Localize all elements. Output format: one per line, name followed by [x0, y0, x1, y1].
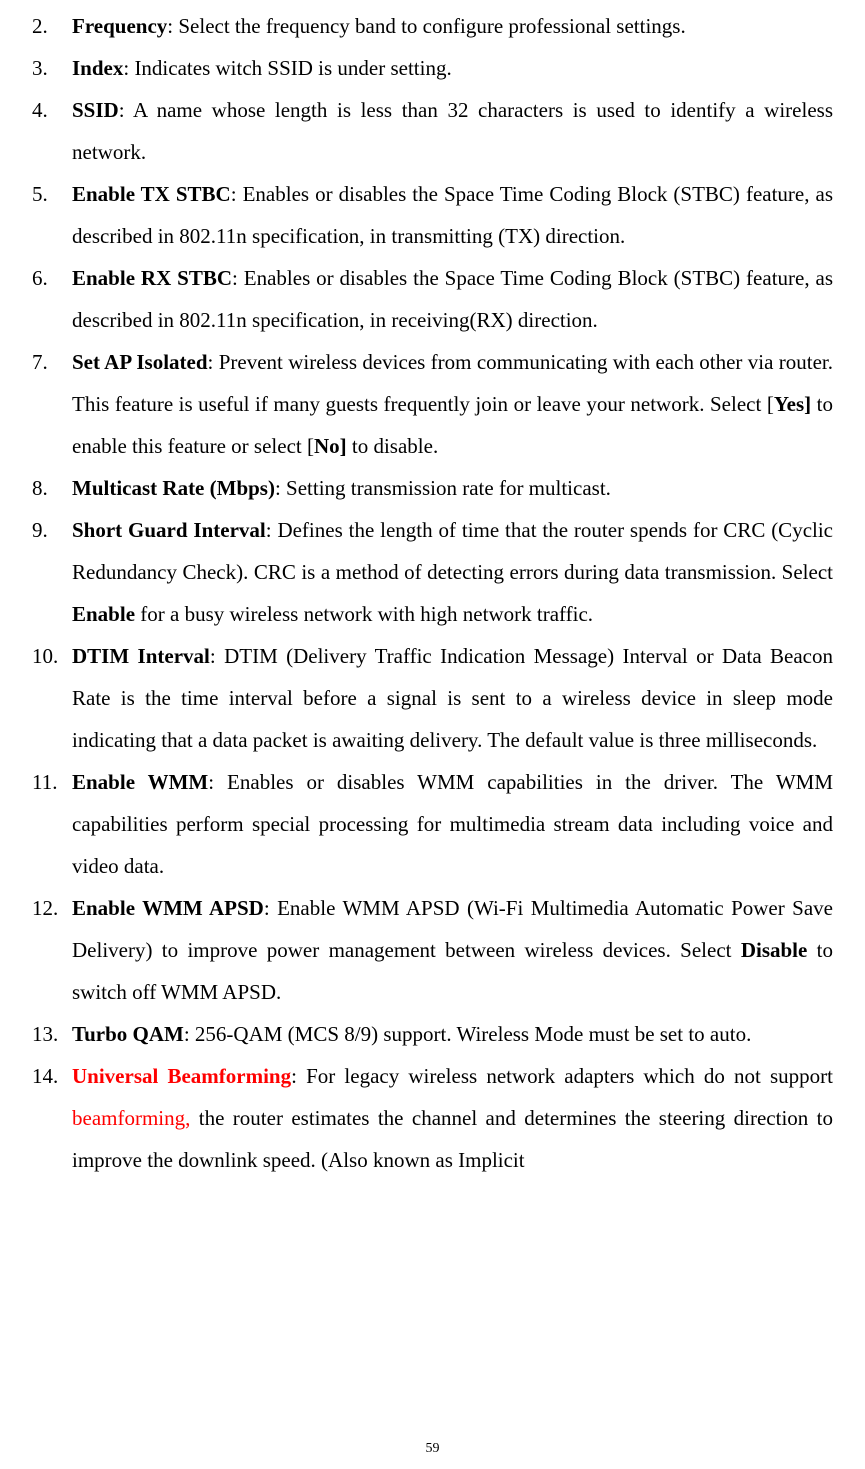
list-item: 13. Turbo QAM: 256-QAM (MCS 8/9) support…	[32, 1013, 833, 1055]
item-number: 10.	[32, 635, 72, 677]
item-body: Turbo QAM: 256-QAM (MCS 8/9) support. Wi…	[72, 1013, 833, 1055]
item-body: Multicast Rate (Mbps): Setting transmiss…	[72, 467, 833, 509]
item-body: SSID: A name whose length is less than 3…	[72, 89, 833, 173]
item-desc: : Select the frequency band to configure…	[167, 14, 685, 38]
item-number: 4.	[32, 89, 72, 131]
item-number: 3.	[32, 47, 72, 89]
item-body: Enable WMM: Enables or disables WMM capa…	[72, 761, 833, 887]
list-item: 6. Enable RX STBC: Enables or disables t…	[32, 257, 833, 341]
list-item: 8. Multicast Rate (Mbps): Setting transm…	[32, 467, 833, 509]
list-item: 14. Universal Beamforming: For legacy wi…	[32, 1055, 833, 1181]
item-number: 14.	[32, 1055, 72, 1097]
item-body: Universal Beamforming: For legacy wirele…	[72, 1055, 833, 1181]
item-pre: : For legacy wireless network adapters w…	[291, 1064, 833, 1088]
page-number: 59	[0, 1441, 865, 1457]
item-term: DTIM Interval	[72, 644, 210, 668]
item-body: Enable WMM APSD: Enable WMM APSD (Wi-Fi …	[72, 887, 833, 1013]
item-term: Index	[72, 56, 123, 80]
item-term: Turbo QAM	[72, 1022, 184, 1046]
item-body: Index: Indicates witch SSID is under set…	[72, 47, 833, 89]
item-number: 8.	[32, 467, 72, 509]
item-number: 2.	[32, 5, 72, 47]
list-item: 3. Index: Indicates witch SSID is under …	[32, 47, 833, 89]
list-item: 9. Short Guard Interval: Defines the len…	[32, 509, 833, 635]
list-item: 11. Enable WMM: Enables or disables WMM …	[32, 761, 833, 887]
item-body: DTIM Interval: DTIM (Delivery Traffic In…	[72, 635, 833, 761]
item-number: 11.	[32, 761, 72, 803]
list-item: 12. Enable WMM APSD: Enable WMM APSD (Wi…	[32, 887, 833, 1013]
item-term: Frequency	[72, 14, 167, 38]
list-item: 7. Set AP Isolated: Prevent wireless dev…	[32, 341, 833, 467]
item-body: Enable RX STBC: Enables or disables the …	[72, 257, 833, 341]
item-body: Enable TX STBC: Enables or disables the …	[72, 173, 833, 257]
list-item: 5. Enable TX STBC: Enables or disables t…	[32, 173, 833, 257]
item-body: Short Guard Interval: Defines the length…	[72, 509, 833, 635]
item-desc: : A name whose length is less than 32 ch…	[72, 98, 833, 164]
item-term: Short Guard Interval	[72, 518, 266, 542]
item-term: SSID	[72, 98, 119, 122]
item-number: 13.	[32, 1013, 72, 1055]
numbered-list: 2. Frequency: Select the frequency band …	[32, 5, 833, 1181]
list-item: 10. DTIM Interval: DTIM (Delivery Traffi…	[32, 635, 833, 761]
list-item: 2. Frequency: Select the frequency band …	[32, 5, 833, 47]
item-body: Set AP Isolated: Prevent wireless device…	[72, 341, 833, 467]
document-body: 2. Frequency: Select the frequency band …	[32, 5, 833, 1181]
item-body: Frequency: Select the frequency band to …	[72, 5, 833, 47]
item-number: 7.	[32, 341, 72, 383]
item-term: Multicast Rate (Mbps)	[72, 476, 275, 500]
item-number: 6.	[32, 257, 72, 299]
item-term: Enable TX STBC	[72, 182, 231, 206]
item-term: Enable RX STBC	[72, 266, 232, 290]
list-item: 4. SSID: A name whose length is less tha…	[32, 89, 833, 173]
item-desc: : 256-QAM (MCS 8/9) support. Wireless Mo…	[184, 1022, 751, 1046]
item-term-red: Universal Beamforming	[72, 1064, 291, 1088]
item-desc: : Setting transmission rate for multicas…	[275, 476, 611, 500]
item-number: 9.	[32, 509, 72, 551]
item-term: Set AP Isolated	[72, 350, 208, 374]
item-term: Enable WMM APSD	[72, 896, 264, 920]
item-term: Enable WMM	[72, 770, 208, 794]
item-number: 12.	[32, 887, 72, 929]
item-bold-1: Enable	[72, 602, 135, 626]
item-desc: : Indicates witch SSID is under setting.	[123, 56, 451, 80]
item-bold-2: No]	[314, 434, 347, 458]
item-post: for a busy wireless network with high ne…	[135, 602, 593, 626]
item-red-1: beamforming,	[72, 1106, 190, 1130]
item-number: 5.	[32, 173, 72, 215]
item-bold-1: Disable	[741, 938, 808, 962]
item-bold-1: Yes]	[774, 392, 811, 416]
item-post: to disable.	[347, 434, 439, 458]
